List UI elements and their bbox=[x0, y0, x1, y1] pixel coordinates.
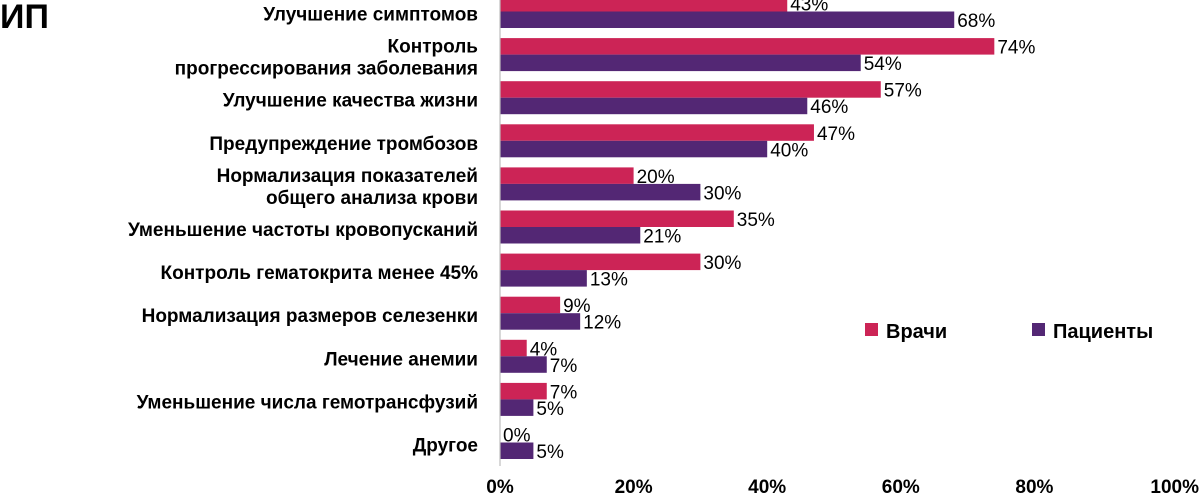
category-label-3: Предупреждение тромбозов bbox=[209, 134, 478, 155]
x-tick-label-4: 80% bbox=[1015, 477, 1053, 496]
legend-swatch-doctors bbox=[865, 323, 878, 336]
category-label-10: Другое bbox=[413, 436, 478, 457]
bar-patients-5 bbox=[500, 227, 641, 244]
corner-text: ИП bbox=[0, 0, 49, 36]
value-label-doctors-6: 30% bbox=[703, 253, 741, 274]
bar-patients-6 bbox=[500, 270, 587, 287]
bar-doctors-0 bbox=[500, 0, 788, 12]
legend-swatch-patients bbox=[1032, 323, 1045, 336]
category-label-0: Улучшение симптомов bbox=[263, 5, 478, 26]
x-axis: 0% 20% 40% 60% 80% 100% bbox=[486, 0, 1199, 496]
category-label-4-line-1: общего анализа крови bbox=[266, 188, 478, 209]
legend: Врачи Пациенты bbox=[865, 321, 1153, 343]
category-label-6: Контроль гематокрита менее 45% bbox=[161, 263, 479, 284]
x-tick-label-3: 60% bbox=[882, 477, 920, 496]
bar-patients-2 bbox=[500, 97, 808, 115]
value-label-doctors-8: 4% bbox=[530, 339, 558, 360]
bar-patients-3 bbox=[500, 140, 768, 158]
category-label-1-line-1: прогрессирования заболевания bbox=[175, 59, 478, 80]
value-label-doctors-2: 57% bbox=[884, 81, 922, 102]
value-label-doctors-10: 0% bbox=[503, 426, 531, 447]
value-label-doctors-1: 74% bbox=[997, 38, 1035, 59]
category-label-5: Уменьшение частоты кровопусканий bbox=[128, 220, 478, 241]
value-label-doctors-0: 43% bbox=[790, 0, 828, 16]
legend-label-doctors: Врачи bbox=[886, 321, 947, 343]
legend-label-patients: Пациенты bbox=[1053, 321, 1153, 343]
value-label-patients-6: 13% bbox=[590, 270, 628, 291]
value-label-doctors-4: 20% bbox=[637, 167, 675, 188]
value-label-doctors-5: 35% bbox=[737, 210, 775, 231]
value-label-doctors-7: 9% bbox=[563, 296, 591, 317]
value-label-patients-10: 5% bbox=[536, 442, 564, 463]
value-label-patients-7: 12% bbox=[583, 313, 621, 334]
value-label-doctors-3: 47% bbox=[817, 124, 855, 145]
bar-doctors-9 bbox=[500, 382, 547, 400]
value-label-patients-9: 5% bbox=[536, 399, 564, 420]
category-label-1-line-0: Контроль bbox=[388, 37, 478, 58]
bar-doctors-1 bbox=[500, 38, 995, 55]
category-label-7: Нормализация размеров селезенки bbox=[142, 306, 478, 327]
category-label-8: Лечение анемии bbox=[324, 349, 478, 370]
value-label-doctors-9: 7% bbox=[550, 382, 578, 403]
bar-doctors-2 bbox=[500, 81, 881, 98]
value-label-patients-4: 30% bbox=[703, 183, 741, 204]
x-tick-label-2: 40% bbox=[748, 477, 786, 496]
bar-patients-10 bbox=[500, 442, 534, 459]
bar-doctors-6 bbox=[500, 253, 701, 271]
x-tick-label-0: 0% bbox=[486, 477, 514, 496]
value-labels: 43% 68%74% 54% 57% 46% 47% 40% 20% 30% 35% 21% 30% 1… bbox=[503, 0, 1035, 463]
bar-doctors-5 bbox=[500, 210, 734, 227]
bar-doctors-3 bbox=[500, 124, 814, 141]
value-label-patients-3: 40% bbox=[770, 140, 808, 161]
bar-doctors-4 bbox=[500, 167, 634, 184]
x-tick-label-1: 20% bbox=[615, 477, 653, 496]
bar-patients-7 bbox=[500, 313, 581, 330]
value-label-patients-0: 68% bbox=[957, 11, 995, 32]
value-label-patients-5: 21% bbox=[643, 227, 681, 248]
value-label-patients-8: 7% bbox=[550, 356, 578, 377]
bar-doctors-8 bbox=[500, 339, 527, 357]
bar-patients-8 bbox=[500, 356, 547, 373]
category-labels: Улучшение симптомов Контрольпрогрессирова… bbox=[128, 5, 478, 457]
bar-patients-4 bbox=[500, 183, 701, 201]
value-label-patients-1: 54% bbox=[864, 54, 902, 75]
x-tick-label-5: 100% bbox=[1150, 477, 1199, 496]
bar-doctors-7 bbox=[500, 296, 561, 314]
category-label-2: Улучшение качества жизни bbox=[223, 91, 478, 112]
category-label-4-line-0: Нормализация показателей bbox=[217, 166, 478, 187]
bars-group bbox=[500, 0, 995, 459]
bar-patients-1 bbox=[500, 54, 861, 72]
bar-patients-9 bbox=[500, 399, 534, 416]
value-label-patients-2: 46% bbox=[810, 97, 848, 118]
bar-patients-0 bbox=[500, 11, 955, 28]
category-label-9: Уменьшение числа гемотрансфузий bbox=[137, 392, 478, 413]
